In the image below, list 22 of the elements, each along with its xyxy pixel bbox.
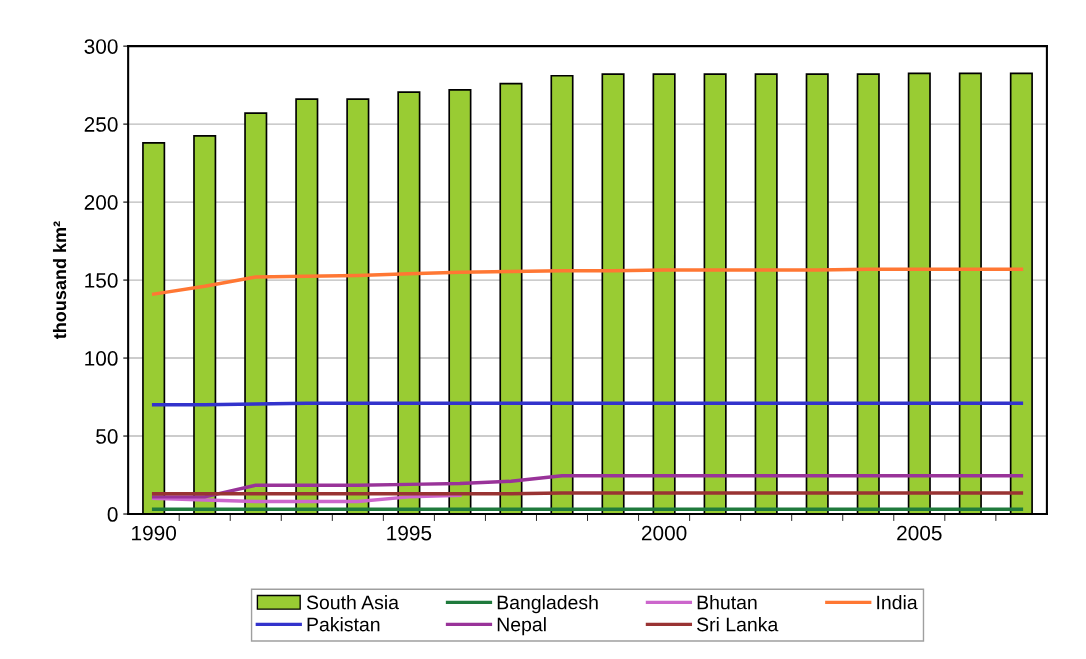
line-series [151,493,462,504]
legend-label: Bhutan [697,595,757,610]
legend-label: India [877,595,918,610]
x-tick-label: 2000 [641,525,687,541]
y-tick-label: 300 [84,39,118,54]
x-tick-label: 1995 [387,525,432,541]
legend-label: South Asia [306,595,399,610]
x-tick-label: 1990 [132,525,177,541]
legend-label: Nepal [497,617,546,636]
y-tick-label: 250 [84,117,118,132]
y-tick-label: 50 [96,429,118,444]
legend-label: Sri Lanka [697,617,779,632]
legend-label: Bangladesh [497,595,598,614]
x-tick-label: 2005 [897,525,942,541]
line-series [151,474,1024,499]
line-series [151,267,1024,296]
y-axis-title: thousand km² [52,221,67,340]
legend-label: Pakistan [307,617,380,632]
y-tick-label: 150 [85,273,118,288]
y-tick-label: 0 [107,507,118,522]
y-tick-label: 200 [84,195,118,210]
y-tick-label: 100 [85,351,118,366]
